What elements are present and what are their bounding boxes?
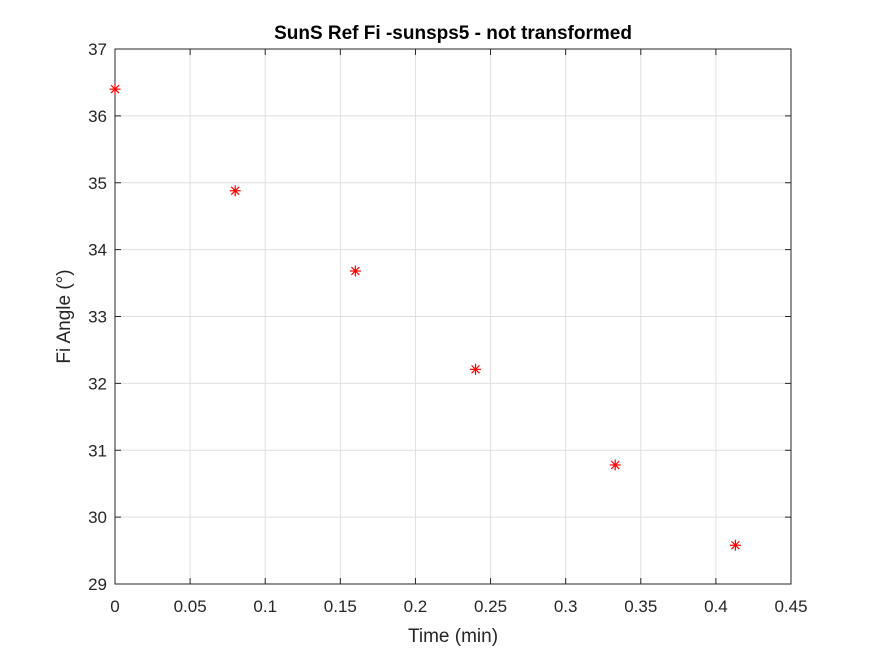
y-tick-label: 33 bbox=[88, 308, 107, 327]
data-points bbox=[109, 83, 741, 551]
y-tick-label: 29 bbox=[88, 575, 107, 594]
y-tick-label: 35 bbox=[88, 174, 107, 193]
x-axis-label: Time (min) bbox=[408, 626, 498, 647]
x-tick-label: 0.05 bbox=[174, 597, 207, 616]
y-tick-label: 30 bbox=[88, 508, 107, 527]
data-point bbox=[729, 539, 741, 551]
axis-ticks: 0 0.05 0.1 0.15 0.2 0.25 0.3 0.35 0.4 0.45 29 30 31 3… bbox=[88, 40, 807, 616]
x-tick-label: 0.4 bbox=[704, 597, 728, 616]
x-tick-label: 0.2 bbox=[404, 597, 428, 616]
x-tick-label: 0.45 bbox=[774, 597, 807, 616]
data-point bbox=[609, 459, 621, 471]
x-tick-label: 0.1 bbox=[253, 597, 277, 616]
x-tick-label: 0.35 bbox=[624, 597, 657, 616]
x-tick-label: 0.3 bbox=[554, 597, 578, 616]
chart-title: SunS Ref Fi -sunsps5 - not transformed bbox=[274, 23, 632, 44]
y-tick-label: 32 bbox=[88, 374, 107, 393]
y-tick-label: 34 bbox=[88, 241, 107, 260]
y-axis-label: Fi Angle (°) bbox=[54, 269, 75, 363]
x-tick-label: 0.15 bbox=[324, 597, 357, 616]
data-point bbox=[470, 363, 482, 375]
data-point bbox=[229, 185, 241, 197]
y-tick-label: 31 bbox=[88, 441, 107, 460]
x-tick-label: 0.25 bbox=[474, 597, 507, 616]
data-point bbox=[109, 83, 121, 95]
x-tick-label: 0 bbox=[110, 597, 119, 616]
data-point bbox=[349, 265, 361, 277]
y-tick-label: 37 bbox=[88, 40, 107, 59]
y-tick-label: 36 bbox=[88, 107, 107, 126]
